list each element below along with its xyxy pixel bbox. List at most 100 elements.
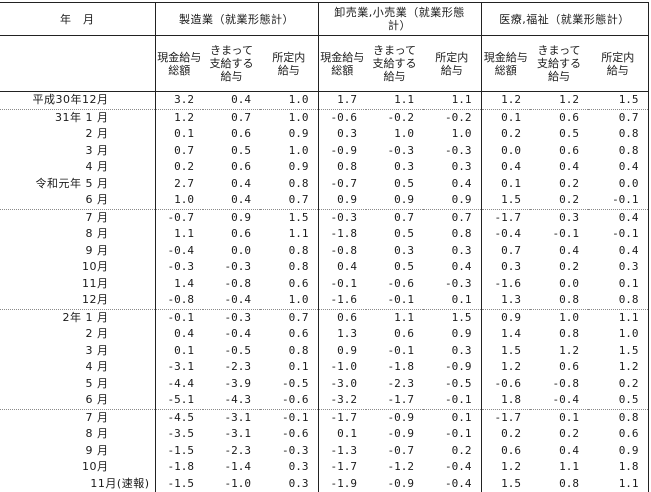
value-cell: 0.4 — [203, 176, 260, 193]
value-cell: -1.7 — [481, 409, 530, 426]
value-cell: -1.5 — [155, 443, 203, 460]
value-cell: 1.0 — [260, 109, 318, 126]
value-cell: 0.8 — [318, 159, 366, 176]
value-cell: -4.4 — [155, 376, 203, 393]
value-cell: 1.2 — [481, 92, 530, 110]
value-cell: 0.2 — [155, 159, 203, 176]
row-label: 平成30年12月 — [0, 92, 155, 110]
value-cell: 1.0 — [260, 292, 318, 309]
value-cell: 0.2 — [481, 426, 530, 443]
row-label: 9 月 — [0, 443, 155, 460]
row-label: 7 月 — [0, 409, 155, 426]
value-cell: -0.1 — [260, 409, 318, 426]
row-label: 11月(速報) — [0, 476, 155, 492]
value-cell: 1.5 — [588, 92, 648, 110]
value-cell: -3.1 — [203, 426, 260, 443]
column-header: 所定内 給与 — [588, 36, 648, 92]
value-cell: -0.1 — [588, 226, 648, 243]
value-cell: 0.1 — [530, 409, 588, 426]
value-cell: -0.7 — [318, 176, 366, 193]
value-cell: 0.6 — [203, 126, 260, 143]
value-cell: 0.8 — [530, 326, 588, 343]
value-cell: 0.7 — [588, 109, 648, 126]
row-label: 3 月 — [0, 143, 155, 160]
value-cell: 1.0 — [155, 192, 203, 209]
row-label: 6 月 — [0, 392, 155, 409]
value-cell: 1.5 — [423, 309, 481, 326]
column-header: 所定内 給与 — [260, 36, 318, 92]
value-cell: 0.1 — [481, 176, 530, 193]
value-cell: -0.3 — [423, 276, 481, 293]
value-cell: -0.9 — [366, 409, 423, 426]
value-cell: -3.9 — [203, 376, 260, 393]
value-cell: -0.1 — [423, 426, 481, 443]
value-cell: -0.6 — [260, 426, 318, 443]
value-cell: -0.5 — [203, 343, 260, 360]
value-cell: 0.8 — [588, 292, 648, 309]
column-header: きまって 支給する 給与 — [366, 36, 423, 92]
value-cell: 0.4 — [155, 326, 203, 343]
value-cell: 0.5 — [366, 226, 423, 243]
value-cell: 0.3 — [423, 343, 481, 360]
value-cell: 0.8 — [260, 176, 318, 193]
value-cell: -0.9 — [366, 476, 423, 492]
value-cell: 0.4 — [588, 209, 648, 226]
row-label: 7 月 — [0, 209, 155, 226]
value-cell: -1.0 — [318, 359, 366, 376]
value-cell: 0.4 — [481, 159, 530, 176]
value-cell: 0.6 — [530, 109, 588, 126]
value-cell: 0.4 — [530, 443, 588, 460]
value-cell: 0.9 — [481, 309, 530, 326]
value-cell: 0.2 — [530, 176, 588, 193]
value-cell: 0.1 — [155, 343, 203, 360]
value-cell: 1.1 — [423, 92, 481, 110]
column-header: 現金給与 総額 — [318, 36, 366, 92]
value-cell: -1.3 — [318, 443, 366, 460]
value-cell: 0.2 — [530, 426, 588, 443]
value-cell: -0.2 — [366, 109, 423, 126]
value-cell: 0.0 — [481, 143, 530, 160]
value-cell: 1.3 — [481, 292, 530, 309]
value-cell: 1.0 — [423, 126, 481, 143]
value-cell: -0.8 — [155, 292, 203, 309]
value-cell: -3.0 — [318, 376, 366, 393]
value-cell: -0.7 — [155, 209, 203, 226]
value-cell: -0.4 — [423, 476, 481, 492]
column-header: きまって 支給する 給与 — [203, 36, 260, 92]
value-cell: 1.5 — [481, 192, 530, 209]
value-cell: 0.4 — [530, 243, 588, 260]
column-header: 現金給与 総額 — [481, 36, 530, 92]
value-cell: 0.9 — [366, 192, 423, 209]
row-label: 3 月 — [0, 343, 155, 360]
value-cell: 0.5 — [366, 176, 423, 193]
value-cell: -0.1 — [318, 276, 366, 293]
table-head: 年 月 製造業（就業形態計） 卸売業,小売業（就業形態 計） 医療,福祉（就業形… — [0, 3, 648, 92]
value-cell: 0.1 — [318, 426, 366, 443]
value-cell: -2.3 — [203, 359, 260, 376]
value-cell: 1.8 — [588, 459, 648, 476]
value-cell: -4.5 — [155, 409, 203, 426]
value-cell: 0.4 — [423, 259, 481, 276]
value-cell: -1.4 — [203, 459, 260, 476]
value-cell: 0.9 — [203, 209, 260, 226]
value-cell: 1.0 — [530, 309, 588, 326]
value-cell: 0.1 — [423, 409, 481, 426]
row-label: 8 月 — [0, 426, 155, 443]
row-label: 12月 — [0, 292, 155, 309]
value-cell: 0.5 — [588, 392, 648, 409]
value-cell: 0.4 — [318, 259, 366, 276]
value-cell: 0.4 — [423, 176, 481, 193]
row-label: 6 月 — [0, 192, 155, 209]
value-cell: 1.5 — [481, 343, 530, 360]
row-label: 5 月 — [0, 376, 155, 393]
value-cell: 0.0 — [588, 176, 648, 193]
value-cell: 0.9 — [588, 443, 648, 460]
value-cell: 0.3 — [260, 459, 318, 476]
